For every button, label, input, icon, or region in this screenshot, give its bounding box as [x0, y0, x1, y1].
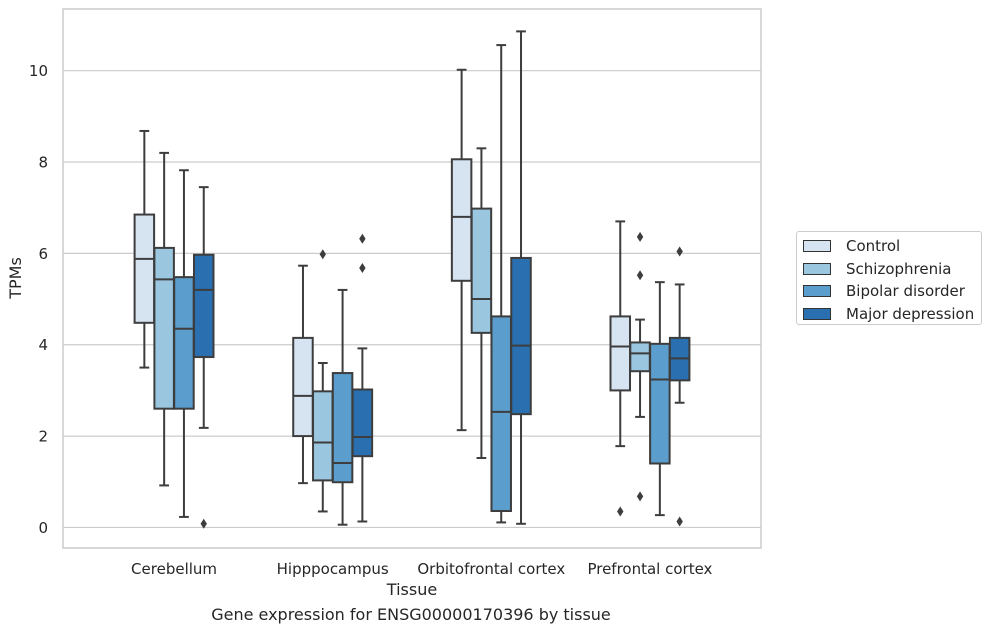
- box-prefrontal-cortex-major-depression: [668, 246, 691, 527]
- y-tick-label-6: 6: [38, 245, 48, 263]
- y-tick-label-8: 8: [38, 154, 48, 172]
- box-iqr: [133, 213, 156, 324]
- box-cerebellum-bipolar-disorder: [173, 169, 195, 518]
- box-iqr: [470, 207, 493, 334]
- outlier-point-1: [676, 246, 683, 257]
- outlier-point-0: [617, 506, 624, 517]
- box-hipppocampus-schizophrenia: [312, 249, 334, 513]
- box-orbitofrontal-cortex-major-depression: [510, 30, 532, 525]
- legend-label-control: Control: [846, 237, 901, 256]
- y-tick-label-0: 0: [38, 519, 48, 537]
- box-iqr: [153, 246, 175, 410]
- x-tick-label-hipppocampus: Hipppocampus: [277, 560, 389, 578]
- legend-swatch-bipolar-disorder: [803, 285, 831, 298]
- box-iqr: [331, 372, 354, 484]
- legend-item-bipolar-disorder: Bipolar disorder: [803, 280, 981, 303]
- plot-frame: [62, 8, 762, 549]
- box-iqr: [192, 253, 215, 359]
- x-tick-label-prefrontal-cortex: Prefrontal cortex: [587, 560, 712, 578]
- box-orbitofrontal-cortex-control: [450, 68, 473, 432]
- box-iqr: [649, 342, 671, 465]
- box-iqr: [312, 390, 334, 482]
- legend-label-bipolar-disorder: Bipolar disorder: [846, 282, 965, 301]
- outlier-point-1: [359, 233, 366, 244]
- legend-item-control: Control: [803, 235, 981, 258]
- box-iqr: [173, 276, 195, 410]
- outlier-point-0: [636, 491, 644, 502]
- box-iqr: [450, 158, 473, 282]
- legend: Control Schizophrenia Bipolar disorder M…: [796, 231, 982, 325]
- outlier-point-0: [200, 518, 207, 529]
- box-prefrontal-cortex-schizophrenia: [629, 231, 651, 502]
- chart-caption: Gene expression for ENSG00000170396 by t…: [211, 605, 611, 624]
- box-hipppocampus-control: [292, 264, 314, 485]
- outlier-point-0: [319, 249, 326, 260]
- outlier-point-0: [359, 262, 366, 273]
- legend-swatch-control: [803, 240, 831, 253]
- legend-label-major-depression: Major depression: [846, 304, 975, 323]
- legend-swatch-major-depression: [803, 307, 831, 320]
- y-tick-label-4: 4: [38, 336, 48, 354]
- box-orbitofrontal-cortex-schizophrenia: [470, 147, 493, 460]
- legend-item-schizophrenia: Schizophrenia: [803, 258, 981, 281]
- outlier-point-0: [676, 516, 683, 527]
- box-hipppocampus-bipolar-disorder: [331, 288, 354, 526]
- box-iqr: [510, 256, 532, 416]
- x-tick-label-orbitofrontal-cortex: Orbitofrontal cortex: [417, 560, 565, 578]
- box-hipppocampus-major-depression: [351, 233, 374, 523]
- x-axis-label: Tissue: [386, 580, 437, 599]
- box-iqr: [351, 388, 374, 458]
- y-axis-label: TPMs: [6, 257, 25, 300]
- x-tick-labels: Cerebellum Hipppocampus Orbitofrontal cort…: [131, 560, 713, 578]
- box-cerebellum-control: [133, 129, 156, 369]
- outlier-point-2: [636, 231, 644, 242]
- box-cerebellum-major-depression: [192, 186, 215, 529]
- y-tick-label-10: 10: [29, 62, 48, 80]
- y-tick-labels: 0 2 4 6 8 10: [29, 62, 48, 537]
- y-tick-label-2: 2: [38, 428, 48, 446]
- legend-label-schizophrenia: Schizophrenia: [846, 259, 952, 278]
- box-orbitofrontal-cortex-bipolar-disorder: [490, 44, 512, 524]
- outlier-point-1: [636, 270, 644, 281]
- x-tick-label-cerebellum: Cerebellum: [131, 560, 217, 578]
- box-iqr: [490, 315, 512, 513]
- box-iqr: [609, 315, 632, 392]
- box-iqr: [629, 341, 651, 373]
- legend-item-major-depression: Major depression: [803, 303, 981, 326]
- box-plot-series: [133, 30, 691, 529]
- box-iqr: [292, 336, 314, 438]
- box-prefrontal-cortex-bipolar-disorder: [649, 281, 671, 517]
- legend-swatch-schizophrenia: [803, 262, 831, 275]
- box-prefrontal-cortex-control: [609, 220, 632, 517]
